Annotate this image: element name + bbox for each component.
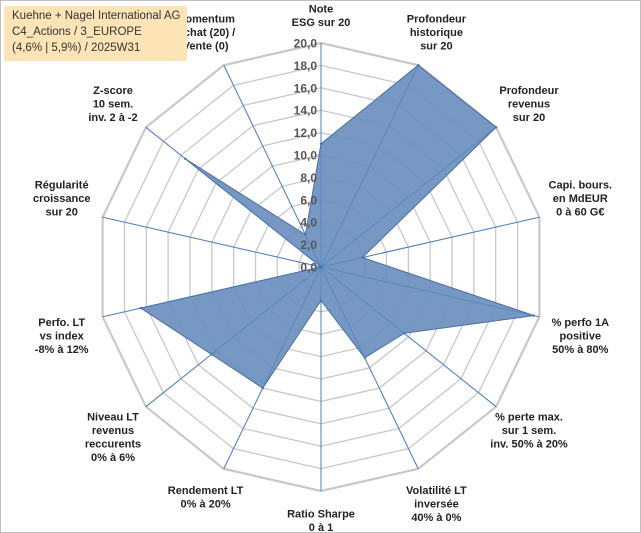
axis-label-1-line-1: historique bbox=[410, 27, 463, 39]
tick-label-6: 12,0 bbox=[294, 126, 318, 140]
axis-label-9-line-0: Niveau LT bbox=[87, 412, 139, 424]
axis-label-2-line-2: sur 20 bbox=[513, 112, 545, 124]
data-point-2 bbox=[494, 126, 498, 129]
spoke-overlay-4 bbox=[320, 266, 540, 318]
axis-label-13-line-1: Achat (20) / bbox=[176, 27, 235, 39]
legend-box: Kuehne + Nagel International AG C4_Actio… bbox=[4, 6, 187, 61]
tick-label-0: 0,0 bbox=[300, 261, 317, 275]
axis-label-8: Rendement LT 0% à 20% bbox=[168, 485, 244, 511]
data-point-3 bbox=[361, 256, 364, 259]
spoke-overlay-12 bbox=[145, 126, 322, 268]
axis-label-11-line-0: Régularité bbox=[35, 180, 89, 192]
axis-label-9-line-3: 0% à 6% bbox=[91, 452, 135, 464]
axis-label-12-line-2: inv. 2 à -2 bbox=[88, 112, 137, 124]
axis-label-9-line-1: revenus bbox=[92, 425, 134, 437]
axis-label-5-line-0: % perte max. bbox=[495, 412, 563, 424]
data-point-12 bbox=[184, 157, 187, 160]
axis-label-0-line-0: Note bbox=[309, 4, 333, 16]
axis-label-10-line-0: Perfo. LT bbox=[38, 317, 85, 329]
spoke-overlay-1 bbox=[320, 65, 419, 268]
axis-label-10-line-2: -8% à 12% bbox=[35, 344, 89, 356]
spoke-overlay-11 bbox=[102, 216, 322, 268]
axis-label-5: % perte max.sur 1 sem. inv. 50% à 20% bbox=[490, 412, 568, 451]
axis-label-10: Perfo. LT vs index-8% à 12% bbox=[35, 317, 89, 356]
spoke-overlay-6 bbox=[320, 266, 419, 469]
tick-label-8: 16,0 bbox=[294, 81, 318, 95]
spoke-overlay-10 bbox=[102, 266, 322, 318]
axis-label-12-line-0: Z-score bbox=[93, 85, 133, 97]
data-point-5 bbox=[403, 332, 406, 335]
axis-label-5-line-2: inv. 50% à 20% bbox=[490, 439, 568, 451]
axis-label-3: Capi. bours.en MdEUR 0 à 60 G€ bbox=[549, 180, 613, 219]
axis-label-4-line-1: positive bbox=[560, 331, 602, 343]
data-point-6 bbox=[363, 356, 366, 359]
radial-tick-labels: 0,0 2,0 4,0 6,0 8,0 10,0 12,0 14,0 16,0 18,0 20,0 bbox=[294, 37, 318, 275]
axis-label-0-line-1: ESG sur 20 bbox=[292, 17, 351, 29]
axis-label-4-line-0: % perfo 1A bbox=[552, 317, 610, 329]
legend-category: C4_Actions / 3_EUROPE bbox=[12, 26, 142, 38]
axis-label-13: Momentum Achat (20) /Vente (0) bbox=[176, 13, 235, 52]
legend-title: Kuehne + Nagel International AG bbox=[12, 10, 181, 22]
axis-label-2-line-0: Profondeur bbox=[499, 85, 559, 97]
axis-label-3-line-0: Capi. bours. bbox=[549, 180, 613, 192]
axis-label-6-line-0: Volatilité LT bbox=[406, 485, 467, 497]
axis-label-3-line-2: 0 à 60 G€ bbox=[556, 207, 604, 219]
axis-label-13-line-0: Momentum bbox=[176, 13, 235, 25]
tick-label-3: 6,0 bbox=[300, 193, 317, 207]
axis-label-12-line-1: 10 sem. bbox=[93, 98, 133, 110]
tick-label-7: 14,0 bbox=[294, 104, 318, 118]
spoke-overlay-8 bbox=[223, 266, 322, 469]
tick-label-9: 18,0 bbox=[294, 59, 318, 73]
data-point-13 bbox=[304, 233, 307, 236]
axis-label-11-line-1: croissance bbox=[33, 193, 90, 205]
axis-label-7-line-0: Ratio Sharpe bbox=[287, 509, 355, 521]
tick-label-5: 10,0 bbox=[294, 149, 318, 163]
data-point-11 bbox=[319, 265, 323, 269]
axis-label-6-line-1: inversée bbox=[414, 499, 459, 511]
axis-label-5-line-1: sur 1 sem. bbox=[502, 425, 556, 437]
axis-label-7-line-1: 0 à 1 bbox=[309, 522, 333, 533]
data-point-9 bbox=[210, 353, 213, 356]
axis-label-2-line-1: revenus bbox=[508, 98, 550, 110]
data-point-4 bbox=[532, 314, 536, 317]
spoke-overlay-13 bbox=[223, 65, 322, 268]
data-point-1 bbox=[417, 63, 420, 67]
data-point-8 bbox=[261, 386, 264, 390]
axis-label-9-line-2: reccurents bbox=[85, 439, 141, 451]
axis-label-3-line-1: en MdEUR bbox=[553, 193, 608, 205]
tick-label-4: 8,0 bbox=[300, 171, 317, 185]
axis-label-8-line-0: Rendement LT bbox=[168, 485, 244, 497]
legend-stats: (4,6% | 5,9%) / 2025W31 bbox=[12, 42, 141, 54]
data-point-0 bbox=[319, 142, 323, 145]
spoke-overlay-3 bbox=[320, 216, 540, 268]
axis-label-1-line-0: Profondeur bbox=[407, 13, 467, 25]
tick-label-1: 2,0 bbox=[300, 238, 317, 252]
radar-series bbox=[102, 43, 540, 491]
spoke-overlay-2 bbox=[320, 126, 497, 268]
axis-label-6-line-2: 40% à 0% bbox=[411, 512, 461, 524]
data-point-7 bbox=[319, 299, 323, 302]
data-point-10 bbox=[139, 306, 142, 310]
axis-label-4-line-2: 50% à 80% bbox=[552, 344, 608, 356]
tick-label-2: 4,0 bbox=[300, 216, 317, 230]
axis-label-8-line-1: 0% à 20% bbox=[181, 499, 231, 511]
spoke-overlay-5 bbox=[320, 266, 497, 408]
axis-label-10-line-1: vs index bbox=[40, 331, 85, 343]
axis-label-11-line-2: sur 20 bbox=[45, 207, 77, 219]
tick-label-10: 20,0 bbox=[294, 37, 318, 51]
axis-label-13-line-2: Vente (0) bbox=[183, 40, 229, 52]
spoke-overlay-9 bbox=[145, 266, 322, 408]
axis-label-1-line-2: sur 20 bbox=[420, 40, 452, 52]
